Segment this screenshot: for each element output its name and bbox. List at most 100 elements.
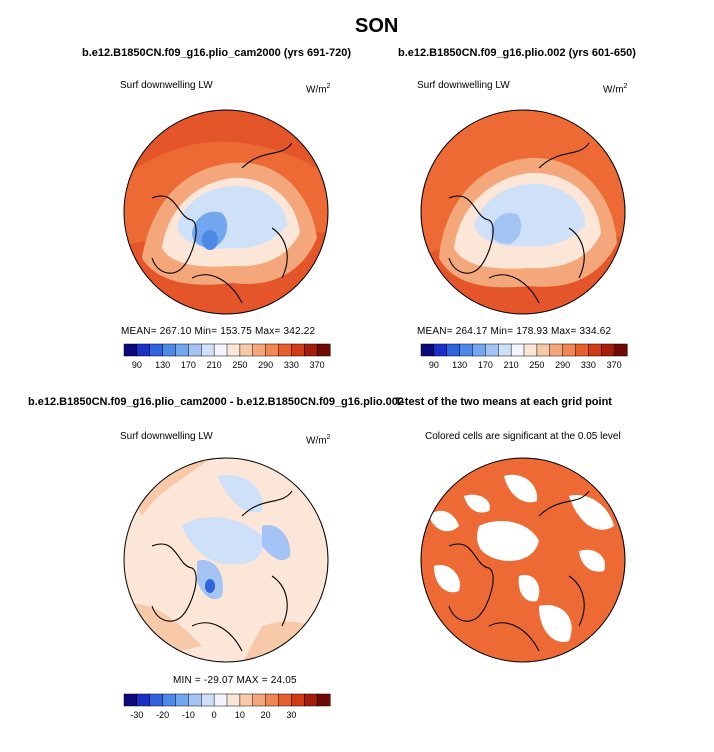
- panel2-stats: MEAN= 264.17 Min= 178.93 Max= 334.62: [417, 326, 612, 337]
- panel4-map-border: [420, 457, 626, 663]
- panel1-coastlines: [151, 142, 293, 304]
- panel1-colorbar-box: [291, 343, 305, 357]
- panel3-variable-label: Surf downwelling LW: [120, 431, 213, 442]
- panel3-colorbar-box: [123, 693, 138, 707]
- panel3-colorbar-box: [316, 693, 331, 707]
- panel3-cool-north: [217, 475, 263, 513]
- panel2-colorbar-box: [446, 343, 461, 357]
- panel1-colorbar-box: [226, 343, 241, 357]
- panel1-colorbar-box: [149, 343, 164, 357]
- panel2-colorbar-tick-label: 330: [581, 360, 596, 370]
- panel3-colorbar-box: [265, 693, 280, 707]
- panel1-colorbar-box: [123, 343, 138, 357]
- panel3-colorbar-box: [291, 693, 305, 707]
- panel2-variable-label: Surf downwelling LW: [417, 80, 510, 91]
- panel3-colorbar-box: [213, 693, 228, 707]
- panel2-colorbar-box: [536, 343, 551, 357]
- panel1-greenland-cool: [192, 211, 228, 248]
- panel1-colorbar-tick-label: 290: [258, 360, 273, 370]
- panel2-colorbar-box: [433, 343, 448, 357]
- panel2-title: b.e12.B1850CN.f09_g16.plio.002 (yrs 601-…: [398, 47, 636, 59]
- panel4-nonsig-7: [434, 565, 460, 593]
- panel1-variable-label: Surf downwelling LW: [120, 80, 213, 91]
- panel2-colorbar-tick-label: 370: [607, 360, 622, 370]
- panel4-nonsig-9: [539, 605, 572, 642]
- panel2-map-border: [420, 109, 626, 315]
- panel1-colorbar-box: [213, 343, 228, 357]
- panel1-colorbar-tick-label: 170: [181, 360, 196, 370]
- panel4-nonsig-3: [504, 474, 538, 503]
- panel4-nonsig-1: [429, 510, 459, 532]
- panel1-colorbar-box: [265, 343, 280, 357]
- panel1-colorbar-tick-label: 130: [155, 360, 170, 370]
- panel3-units: W/m2: [306, 434, 330, 446]
- panel1-units-exp: 2: [326, 83, 331, 90]
- panel1-colorbar-box: [188, 343, 202, 357]
- panel3-map-border: [123, 457, 329, 663]
- panel3-colorbar-tick-label: 0: [212, 710, 217, 720]
- panel2-colorbar-box: [498, 343, 512, 357]
- panel3-colorbar-box: [175, 693, 189, 707]
- panel1-colorbar-tick-label: 90: [132, 360, 142, 370]
- panel4-map: [420, 457, 626, 663]
- panel2-units: W/m2: [603, 83, 627, 95]
- panel2-colorbar-box: [575, 343, 589, 357]
- panel2-colorbar-box: [549, 343, 564, 357]
- panel1-title: b.e12.B1850CN.f09_g16.plio_cam2000 (yrs …: [82, 47, 352, 59]
- panel3-colorbar-box: [239, 693, 254, 707]
- panel2-colorbar-box: [485, 343, 499, 357]
- panel4-title: T-test of the two means at each grid poi…: [395, 396, 612, 408]
- panel2-units-base: W/m: [603, 84, 624, 96]
- figure-title: SON: [355, 15, 399, 37]
- panel1-colorbar: 90 130 170 210 250 290 330 370: [123, 343, 331, 370]
- panel3-colorbar-box: [252, 693, 267, 707]
- panel4-nonsig-4: [477, 521, 539, 561]
- panel2-colorbar-box: [459, 343, 474, 357]
- panel2-colorbar-tick-label: 250: [529, 360, 544, 370]
- panel2-coastlines: [448, 142, 590, 304]
- panel3-coastlines: [151, 490, 293, 652]
- panel4-nonsig-6: [579, 549, 605, 572]
- panel1-colorbar-box: [316, 343, 331, 357]
- panel1-colorbar-box: [201, 343, 215, 357]
- panel2-colorbar-box: [613, 343, 628, 357]
- panel4-coastlines: [448, 490, 590, 652]
- panel1-colorbar-tick-label: 210: [207, 360, 222, 370]
- panel3-cool-center: [182, 517, 263, 565]
- panel4-nonsig-5: [569, 495, 614, 530]
- panel1-units: W/m2: [306, 83, 330, 95]
- panel4-subtitle: Colored cells are significant at the 0.0…: [425, 431, 621, 442]
- panel3-colorbar-box: [226, 693, 241, 707]
- panel2-units-exp: 2: [623, 83, 628, 90]
- panel3-units-base: W/m: [306, 435, 327, 447]
- panel3-colorbar-tick-label: 20: [261, 710, 271, 720]
- panel3-colorbar-tick-label: -20: [156, 710, 169, 720]
- panel1-colorbar-tick-label: 330: [284, 360, 299, 370]
- panel1-colorbar-box: [162, 343, 177, 357]
- panel2-colorbar-box: [523, 343, 538, 357]
- panel3-stats: MIN = -29.07 MAX = 24.05: [173, 675, 297, 686]
- panel1-colorbar-box: [175, 343, 189, 357]
- panel4-nonsig-8: [518, 575, 540, 602]
- panel3-colorbar-tick-label: 10: [235, 710, 245, 720]
- panel2-colorbar-box: [420, 343, 435, 357]
- panel1-colorbar-box: [239, 343, 254, 357]
- panel1-units-base: W/m: [306, 84, 327, 96]
- panel2-colorbar-tick-label: 90: [429, 360, 439, 370]
- panel3-colorbar-box: [188, 693, 202, 707]
- panel3-colorbar-box: [201, 693, 215, 707]
- panel2-colorbar: 90 130 170 210 250 290 330 370: [420, 343, 628, 370]
- panel1-map-border: [123, 109, 329, 315]
- panel3-title: b.e12.B1850CN.f09_g16.plio_cam2000 - b.e…: [28, 396, 405, 408]
- panel2-colorbar-tick-label: 130: [452, 360, 467, 370]
- panel3-colorbar-box: [149, 693, 164, 707]
- panel1-colorbar-tick-label: 370: [310, 360, 325, 370]
- panel2-colorbar-box: [601, 343, 615, 357]
- panel3-colorbar-box: [304, 693, 318, 707]
- panel1-stats: MEAN= 267.10 Min= 153.75 Max= 342.22: [121, 326, 316, 337]
- panel2-colorbar-tick-label: 210: [504, 360, 519, 370]
- panel3-units-exp: 2: [326, 434, 331, 441]
- panel3-colorbar-tick-label: -10: [182, 710, 195, 720]
- panel3-colorbar: -30 -20 -10 0 10 20 30: [123, 693, 331, 720]
- panel1-colorbar-box: [136, 343, 151, 357]
